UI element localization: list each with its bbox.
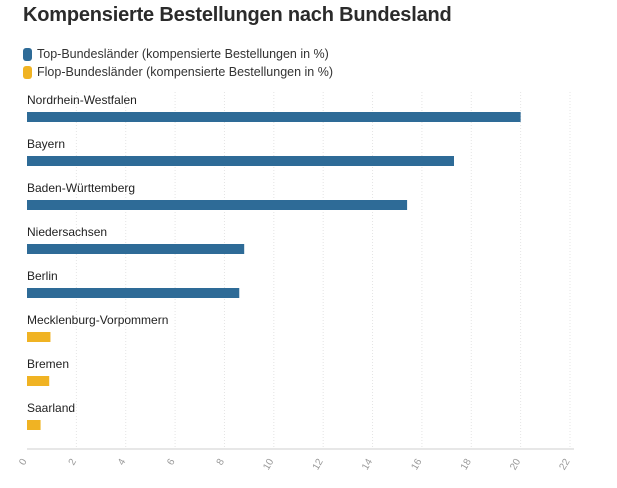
category-label: Bremen [27, 357, 69, 371]
x-tick-label: 6 [165, 457, 178, 468]
category-label: Niedersachsen [27, 225, 107, 239]
x-tick-label: 20 [508, 457, 523, 473]
x-tick-label: 14 [360, 457, 375, 473]
category-label: Berlin [27, 269, 58, 283]
x-tick-label: 22 [558, 457, 573, 473]
category-label: Bayern [27, 137, 65, 151]
legend-item-top: Top-Bundesländer (kompensierte Bestellun… [23, 45, 333, 63]
category-label: Saarland [27, 401, 75, 415]
legend: Top-Bundesländer (kompensierte Bestellun… [23, 45, 333, 81]
legend-label-flop: Flop-Bundesländer (kompensierte Bestellu… [37, 65, 333, 79]
x-tick-label: 12 [311, 457, 326, 473]
x-tick-label: 4 [116, 457, 129, 468]
x-tick-label: 0 [17, 457, 30, 468]
legend-swatch-flop [23, 65, 32, 79]
legend-label-top: Top-Bundesländer (kompensierte Bestellun… [37, 47, 329, 61]
chart-title: Kompensierte Bestellungen nach Bundeslan… [23, 4, 452, 26]
bar [27, 376, 50, 386]
legend-item-flop: Flop-Bundesländer (kompensierte Bestellu… [23, 63, 333, 81]
x-tick-label: 2 [67, 457, 80, 468]
legend-swatch-top [23, 47, 32, 61]
x-tick-label: 16 [409, 457, 424, 473]
x-tick-label: 8 [215, 457, 228, 468]
bar [27, 332, 51, 342]
bar [27, 244, 245, 254]
bar [27, 156, 454, 166]
category-label: Nordrhein-Westfalen [27, 93, 137, 107]
bar [27, 288, 240, 298]
category-label: Mecklenburg-Vorpommern [27, 313, 168, 327]
x-tick-label: 18 [459, 457, 474, 473]
category-label: Baden-Württemberg [27, 181, 135, 195]
bar [27, 420, 41, 430]
bar [27, 200, 408, 210]
x-tick-label: 10 [261, 457, 276, 473]
bar [27, 112, 521, 122]
